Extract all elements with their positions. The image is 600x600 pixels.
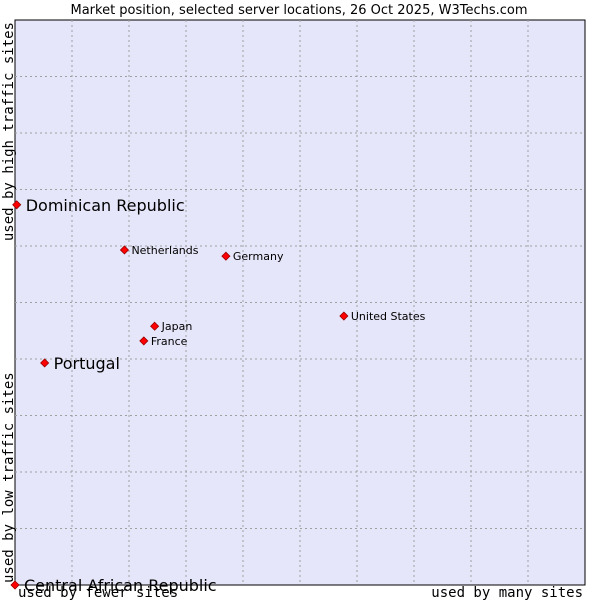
data-point-portugal: [40, 358, 50, 368]
data-label-netherlands: Netherlands: [131, 244, 198, 257]
y-axis-label-high: used by high traffic sites: [1, 22, 17, 241]
y-axis-label-low: used by low traffic sites: [1, 372, 17, 583]
data-label-portugal: Portugal: [54, 354, 120, 373]
grid-lines: [15, 20, 585, 585]
data-points: Dominican Republic Netherlands Germany Unit…: [10, 196, 426, 595]
data-label-dominican-republic: Dominican Republic: [26, 196, 185, 215]
data-point-united-states: [339, 311, 349, 321]
data-point-germany: [221, 251, 231, 261]
x-axis-label-low: used by fewer sites: [18, 585, 178, 600]
x-axis-label-high: used by many sites: [431, 585, 583, 600]
chart-title: Market position, selected server locatio…: [70, 3, 527, 18]
data-label-central-african-republic: Central African Republic: [24, 576, 217, 595]
data-point-dominican-republic: [12, 200, 22, 210]
data-point-netherlands: [119, 245, 130, 255]
data-point-japan: [150, 321, 160, 331]
data-label-japan: Japan: [161, 320, 193, 333]
data-label-united-states: United States: [351, 310, 426, 323]
data-label-france: France: [151, 335, 188, 348]
data-point-central-african-republic: [10, 580, 20, 590]
data-label-germany: Germany: [233, 250, 284, 263]
data-point-france: [139, 336, 149, 346]
